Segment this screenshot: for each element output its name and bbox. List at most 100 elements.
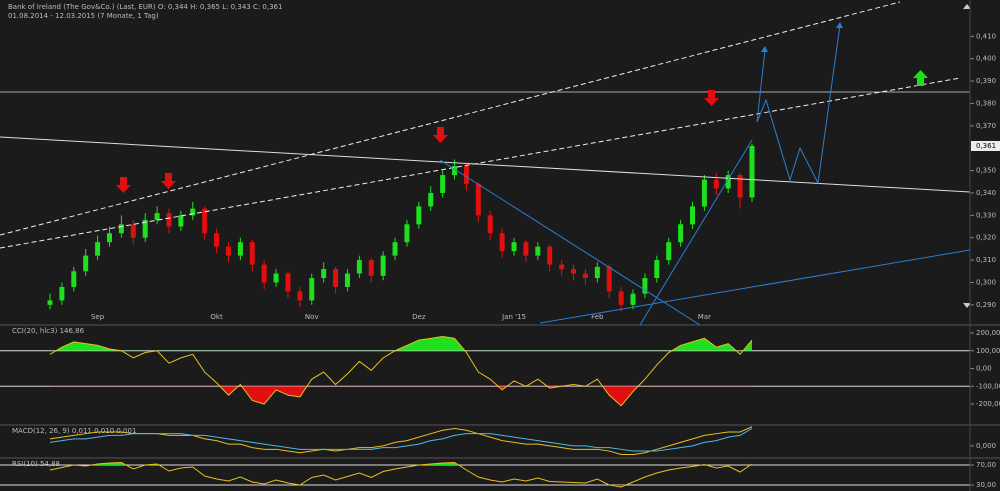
- y-tick-label: 0,350: [976, 167, 996, 175]
- candle-body: [440, 175, 446, 193]
- candle-body: [475, 184, 481, 216]
- candle-body: [142, 219, 148, 238]
- signal-arrows: [116, 70, 928, 193]
- y-tick-label: 0,330: [976, 211, 996, 219]
- x-tick-label: Jan '15: [501, 313, 526, 321]
- indicator-title: MACD(12, 26, 9) 0,011 0,010 0,001: [12, 427, 136, 435]
- candle-body: [452, 166, 458, 176]
- candle-body: [202, 208, 208, 234]
- x-tick-label: Mar: [698, 313, 711, 321]
- candle-body: [237, 242, 243, 256]
- candle-body: [428, 192, 434, 207]
- y-tick-label: 30,00: [976, 481, 996, 489]
- y-tick-label: 200,00: [976, 329, 1000, 337]
- projection: [756, 49, 766, 123]
- x-tick-label: Nov: [305, 313, 319, 321]
- candle-body: [95, 242, 101, 256]
- candle-body: [178, 215, 184, 227]
- chart-title: Bank of Ireland (The Gov&Co.) (Last, EUR…: [8, 3, 282, 11]
- candle-body: [321, 269, 327, 279]
- candle-body: [225, 246, 231, 256]
- y-tick-label: 70,00: [976, 461, 996, 469]
- candle-body: [297, 291, 303, 301]
- y-tick-label: 0,340: [976, 189, 996, 197]
- candle-body: [594, 266, 600, 279]
- down-arrow: [433, 127, 448, 143]
- down-arrow: [161, 173, 176, 189]
- chart-subtitle: 01.08.2014 - 12.03.2015 (7 Monate, 1 Tag…: [8, 12, 159, 20]
- indicator-line: [49, 428, 753, 452]
- candle-body: [83, 255, 89, 272]
- overbought-fill: [55, 336, 752, 351]
- candle-body: [749, 145, 755, 198]
- oversold-fill: [50, 386, 752, 406]
- candle-body: [606, 266, 612, 292]
- y-tick-label: 0,400: [976, 55, 996, 63]
- candle-body: [59, 286, 65, 301]
- candle-body: [618, 291, 624, 305]
- candle-body: [654, 260, 660, 279]
- candle-body: [368, 260, 374, 276]
- trend-line: [0, 136, 971, 193]
- candle-body: [249, 242, 255, 265]
- candle-body: [701, 179, 707, 207]
- indicator-title: RSI(10) 54,88: [12, 460, 60, 468]
- y-tick-label: 0,370: [976, 122, 996, 130]
- candle-body: [690, 206, 696, 225]
- candle-body: [511, 242, 517, 252]
- candle-body: [582, 273, 588, 279]
- indicator-title: CCI(20, hlc3) 146,86: [12, 327, 85, 335]
- candle-body: [166, 213, 172, 227]
- y-tick-label: 0,000: [976, 442, 996, 450]
- down-arrow: [704, 90, 719, 106]
- candle-body: [404, 224, 410, 243]
- y-tick-label: 0,390: [976, 77, 996, 85]
- x-tick-label: Sep: [91, 313, 105, 321]
- candle-body: [261, 264, 267, 283]
- candle-body: [487, 215, 493, 234]
- x-tick-label: Dez: [412, 313, 426, 321]
- y-tick-label: 100,00: [976, 347, 1000, 355]
- candle-body: [499, 233, 505, 252]
- x-tick-label: Feb: [591, 313, 604, 321]
- x-tick-label: Okt: [210, 313, 223, 321]
- candle-body: [713, 179, 719, 189]
- candle-body: [190, 208, 196, 216]
- candle-body: [214, 233, 220, 247]
- candle-body: [737, 175, 743, 198]
- candle-body: [666, 242, 672, 261]
- y-tick-label: 0,410: [976, 32, 996, 40]
- candle-body: [392, 242, 398, 256]
- y-tick-label: -200,00: [976, 400, 1000, 408]
- candle-body: [571, 269, 577, 274]
- up-arrow: [913, 70, 928, 86]
- trend-line: [0, 1, 901, 236]
- candle-body: [380, 255, 386, 276]
- drawings: [0, 1, 971, 326]
- y-tick-label: 0,310: [976, 256, 996, 264]
- indicator-line: [49, 461, 753, 488]
- candle-body: [678, 224, 684, 243]
- candle-body: [47, 300, 53, 305]
- last-price-box: [971, 140, 1000, 151]
- trend-line: [0, 77, 961, 249]
- y-tick-label: -100,00: [976, 382, 1000, 390]
- projection: [756, 24, 841, 185]
- candle-body: [154, 213, 160, 220]
- candle-body: [71, 271, 77, 287]
- candle-body: [106, 233, 112, 243]
- candle-body: [356, 260, 362, 274]
- candle-body: [285, 273, 291, 292]
- trend-line: [639, 139, 753, 326]
- y-tick-label: 0,300: [976, 278, 996, 286]
- indicator-line: [49, 336, 753, 407]
- y-tick-label: 0,00: [976, 365, 992, 373]
- candle-body: [309, 278, 315, 301]
- y-tick-label: 0,380: [976, 99, 996, 107]
- down-arrow: [116, 177, 131, 193]
- candle-body: [642, 278, 648, 294]
- indicator-line: [49, 426, 753, 456]
- y-tick-label: 0,320: [976, 234, 996, 242]
- candle-body: [273, 273, 279, 283]
